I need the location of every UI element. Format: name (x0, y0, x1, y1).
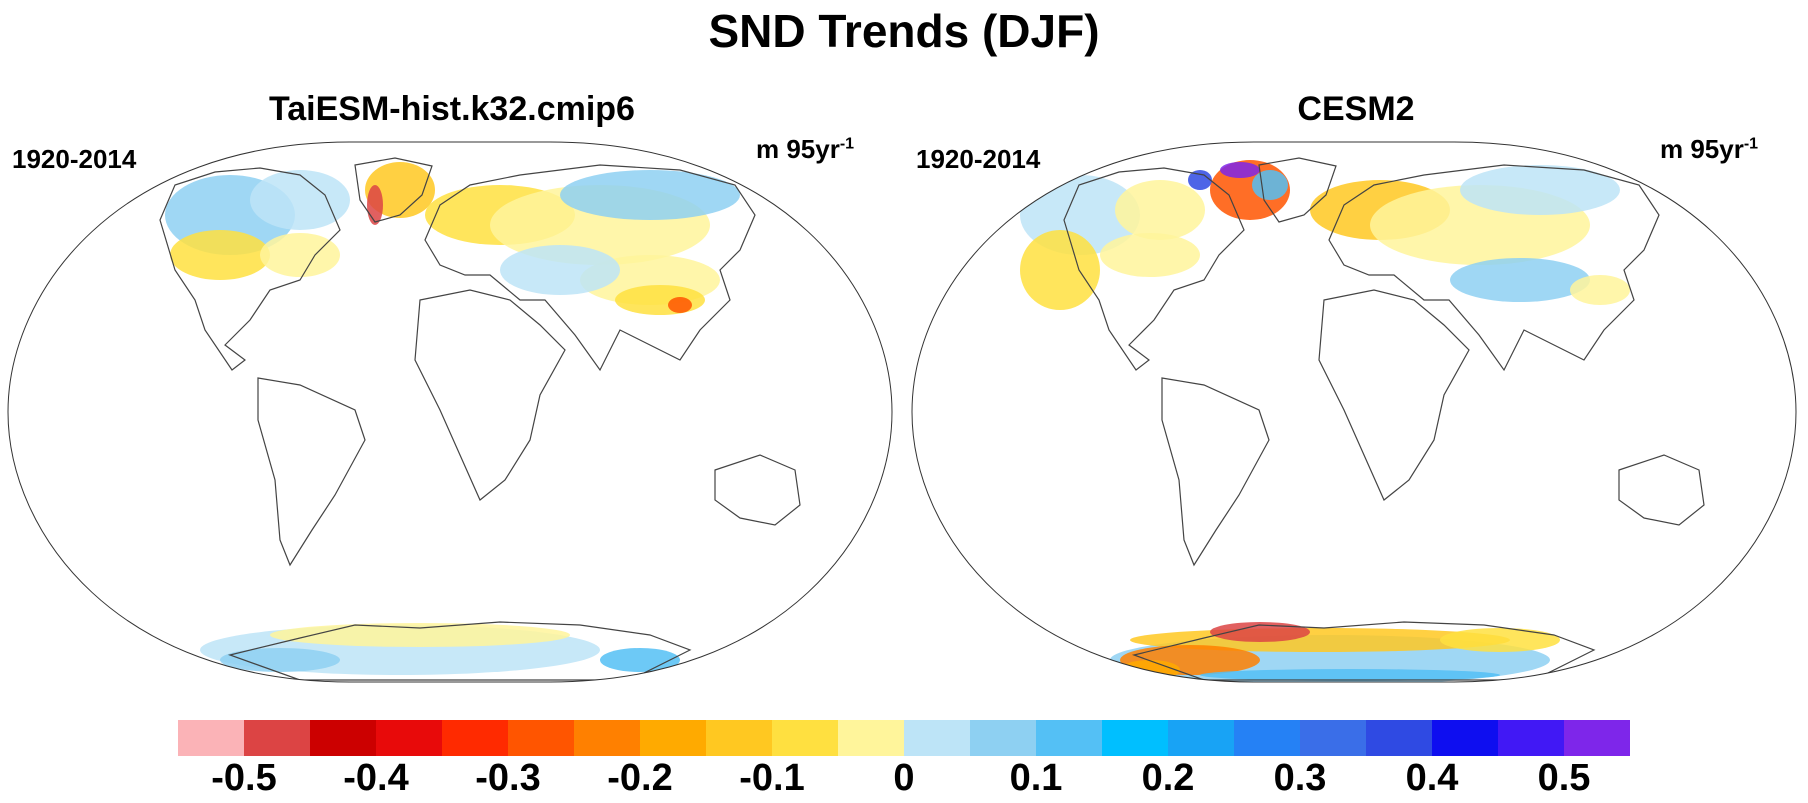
trend-cell (1120, 660, 1180, 680)
colorbar-tick-label: -0.5 (211, 757, 277, 799)
colorbar-swatch (310, 720, 377, 756)
colorbar-swatch (640, 720, 707, 756)
trend-cell (615, 285, 705, 315)
coastline (414, 289, 566, 501)
panel-title: CESM2 (1297, 90, 1415, 128)
trend-cell (1100, 233, 1200, 277)
map-field (159, 157, 801, 681)
colorbar-swatch (244, 720, 311, 756)
coastline (257, 377, 366, 567)
colorbar-swatch (574, 720, 641, 756)
panel-cesm2: CESM2 1920-2014 m 95yr-1 (904, 90, 1808, 690)
trend-cell (170, 230, 270, 280)
units-base: m 95yr (1660, 134, 1744, 164)
colorbar-swatch (1300, 720, 1367, 756)
colorbar-swatch (1498, 720, 1565, 756)
trend-cell (220, 648, 340, 672)
coastline (424, 164, 756, 372)
map-border (911, 141, 1797, 683)
colorbar-tick-label: 0.5 (1537, 757, 1591, 799)
trend-cell (1020, 230, 1100, 310)
panel-title: TaiESM-hist.k32.cmip6 (269, 90, 635, 128)
colorbar-swatches (178, 720, 1631, 756)
trend-cell (1570, 275, 1630, 305)
units-base: m 95yr (756, 134, 840, 164)
trend-cell (560, 170, 740, 220)
trend-cell (270, 623, 570, 647)
colorbar-swatch (1234, 720, 1301, 756)
trend-cell (1115, 180, 1205, 240)
trend-cell (500, 245, 620, 295)
units-label: m 95yr-1 (1660, 134, 1758, 165)
colorbar-swatch (1036, 720, 1103, 756)
coastline (1318, 289, 1470, 501)
period-label: 1920-2014 (12, 144, 137, 174)
colorbar-swatch (838, 720, 905, 756)
map-field (1020, 157, 1705, 682)
colorbar-swatch (1564, 720, 1631, 756)
colorbar-swatch (1432, 720, 1499, 756)
colorbar-tick-label: -0.1 (739, 757, 805, 799)
trend-cell (1200, 669, 1500, 681)
trend-cell (1252, 170, 1288, 200)
map-cesm2 (911, 141, 1797, 683)
coastline (227, 621, 692, 681)
trend-cell (1210, 622, 1310, 642)
coastline (1328, 164, 1660, 372)
map-taiesm (7, 141, 893, 683)
coastline (159, 167, 341, 371)
trend-cell (367, 185, 383, 225)
coastline (1258, 157, 1337, 223)
coastline (714, 454, 801, 526)
colorbar-tick-label: -0.4 (343, 757, 409, 799)
coastline (354, 157, 433, 223)
colorbar-tick-label: 0.1 (1009, 757, 1063, 799)
colorbar-swatch (442, 720, 509, 756)
trend-cell (1120, 645, 1260, 675)
colorbar-tick-label: 0.4 (1405, 757, 1459, 799)
units-exponent: -1 (839, 135, 855, 153)
colorbar-swatch (970, 720, 1037, 756)
colorbar-tick-label: -0.3 (475, 757, 541, 799)
trend-cell (1220, 162, 1260, 178)
colorbar-tick-label: -0.2 (607, 757, 673, 799)
colorbar-tick-label: 0.3 (1273, 757, 1327, 799)
trend-cell (600, 648, 680, 672)
colorbar-swatch (376, 720, 443, 756)
colorbar-swatch (1168, 720, 1235, 756)
colorbar-swatch (1366, 720, 1433, 756)
panel-taiesm: TaiESM-hist.k32.cmip6 1920-2014 m 95yr-1 (0, 90, 904, 690)
trend-cell (1188, 170, 1212, 190)
map-border (7, 141, 893, 683)
coastline (1618, 454, 1705, 526)
colorbar-swatch (1102, 720, 1169, 756)
units-exponent: -1 (1743, 135, 1759, 153)
coastline (1161, 377, 1270, 567)
colorbar-swatch (772, 720, 839, 756)
coastline (1131, 621, 1596, 681)
trend-cell (668, 297, 692, 313)
colorbar-swatch (706, 720, 773, 756)
colorbar-swatch (508, 720, 575, 756)
colorbar-swatch (904, 720, 971, 756)
period-label: 1920-2014 (916, 144, 1041, 174)
coastline (1063, 167, 1245, 371)
trend-cell (1440, 628, 1560, 652)
figure-title: SND Trends (DJF) (708, 5, 1100, 57)
trend-cell (250, 170, 350, 230)
colorbar (178, 720, 1631, 761)
colorbar-swatch (178, 720, 245, 756)
colorbar-tick-label: 0 (893, 757, 915, 799)
units-label: m 95yr-1 (756, 134, 854, 165)
colorbar-tick-label: 0.2 (1141, 757, 1195, 799)
trend-cell (1450, 258, 1590, 302)
trend-cell (260, 233, 340, 277)
maps-svg (7, 141, 1797, 683)
trend-cell (1460, 165, 1620, 215)
